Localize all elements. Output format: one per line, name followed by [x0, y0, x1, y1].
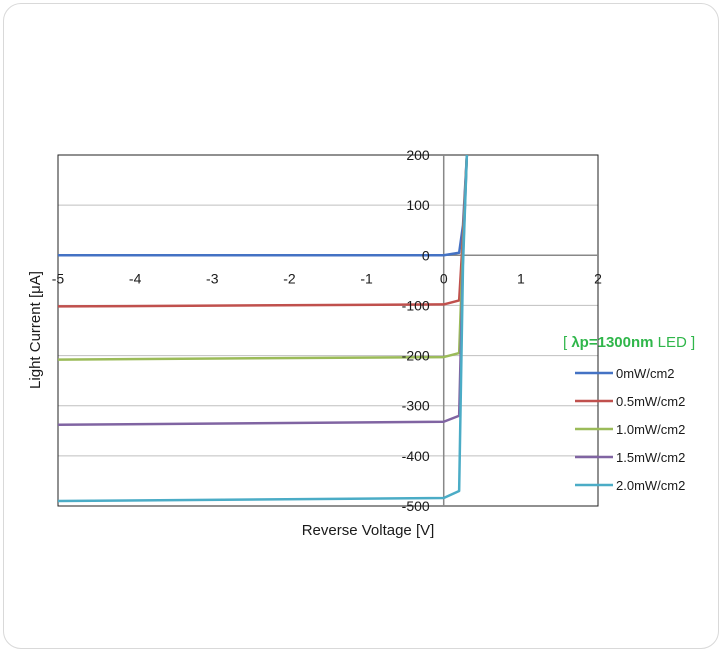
series-line-3 [57, 154, 469, 427]
x-tick-label: -2 [283, 270, 296, 286]
legend-label: 2.0mW/cm2 [616, 478, 685, 493]
annotation-main: λp=1300nm [571, 334, 653, 351]
x-tick-label: -1 [360, 270, 373, 286]
series-line-4 [57, 154, 469, 503]
legend-annotation: [ λp=1300nm LED ] [563, 334, 695, 351]
x-tick-labels: -5 -4 -3 -2 -1 0 1 2 [52, 270, 602, 286]
legend-label: 0.5mW/cm2 [616, 394, 685, 409]
plot-area-border [57, 154, 599, 507]
annotation-open: [ [563, 334, 571, 351]
annotation-rest: LED ] [653, 334, 695, 351]
series-line-2 [57, 154, 469, 361]
y-tick-label: -300 [402, 398, 430, 414]
y-tick-label: -500 [402, 498, 430, 514]
y-tick-label: 100 [406, 197, 430, 213]
y-tick-label: 0 [422, 247, 430, 263]
y-tick-label: -100 [402, 297, 430, 313]
legend-label: 1.5mW/cm2 [616, 450, 685, 465]
x-tick-label: 1 [517, 270, 525, 286]
series-line-1 [57, 154, 469, 308]
x-tick-label: 0 [440, 270, 448, 286]
x-tick-label: 2 [594, 270, 602, 286]
legend-label: 1.0mW/cm2 [616, 422, 685, 437]
chart-card [3, 3, 719, 649]
x-tick-label: -3 [206, 270, 219, 286]
legend: 0mW/cm2 0.5mW/cm2 1.0mW/cm2 1.5mW/cm2 2.0mW/… [575, 366, 685, 493]
y-tick-label: 200 [406, 147, 430, 163]
series-group [57, 154, 469, 503]
grid-lines [58, 154, 598, 507]
y-tick-labels: 200 100 0 -100 -200 -300 -400 -500 [402, 147, 430, 514]
legend-label: 0mW/cm2 [616, 366, 675, 381]
y-axis-title: Light Current [μA] [27, 271, 44, 389]
y-tick-label: -400 [402, 448, 430, 464]
x-tick-label: -4 [129, 270, 142, 286]
x-axis-title: Reverse Voltage [V] [302, 522, 435, 539]
y-tick-label: -200 [402, 348, 430, 364]
x-tick-label: -5 [52, 270, 65, 286]
